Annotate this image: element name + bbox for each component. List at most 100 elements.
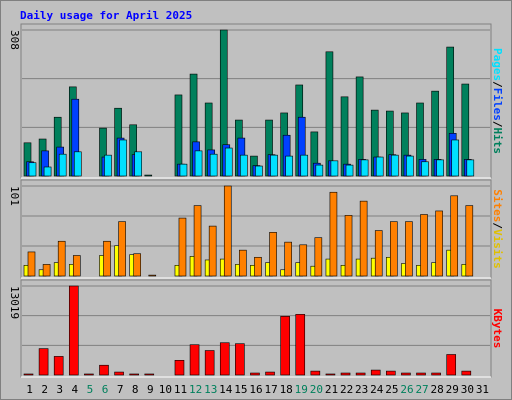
bar: [401, 372, 411, 376]
bar: [179, 163, 188, 177]
x-tick-label: 29: [446, 383, 459, 396]
bar: [325, 373, 336, 376]
bar: [421, 161, 429, 177]
x-tick-label: 20: [310, 383, 323, 396]
chart-title: Daily usage for April 2025: [20, 9, 192, 22]
bar: [405, 221, 413, 277]
bar: [360, 159, 369, 177]
bar: [431, 372, 441, 376]
bar: [300, 154, 309, 177]
x-tick-label: 6: [102, 383, 109, 396]
x-tick-label: 12: [189, 383, 202, 396]
bar: [284, 241, 292, 277]
bar: [450, 195, 459, 277]
bar: [370, 369, 381, 376]
legend-entry: Pages: [491, 48, 504, 81]
bar: [254, 256, 262, 277]
x-tick-label: 4: [72, 383, 79, 396]
bar: [239, 249, 247, 277]
bar: [446, 354, 457, 376]
x-tick-label: 10: [159, 383, 172, 396]
bar: [57, 240, 66, 277]
x-tick-label: 9: [147, 383, 154, 396]
bar: [174, 94, 183, 177]
bar: [265, 371, 275, 376]
bar: [235, 343, 245, 376]
bar: [204, 350, 215, 376]
bar: [344, 215, 353, 277]
legend-separator: /: [491, 121, 504, 128]
bar: [465, 205, 474, 277]
bar: [386, 370, 396, 376]
x-tick-label: 7: [117, 383, 124, 396]
x-tick-label: 26: [400, 383, 413, 396]
bar: [355, 372, 366, 376]
x-tick-label: 14: [219, 383, 233, 396]
bar: [119, 139, 127, 177]
bar: [416, 372, 426, 376]
bar: [42, 264, 51, 277]
bar: [314, 237, 323, 277]
bar: [310, 370, 321, 376]
y-tick-label: 13019: [8, 286, 21, 319]
bar: [295, 314, 306, 376]
bar: [375, 156, 384, 177]
bar: [103, 240, 111, 277]
bar: [28, 162, 37, 177]
x-tick-label: 25: [385, 383, 398, 396]
bar: [72, 255, 81, 277]
x-tick-label: 11: [174, 383, 187, 396]
legend-entry: Hits: [491, 128, 504, 155]
bar: [270, 154, 278, 177]
bar: [208, 225, 217, 277]
bar: [219, 342, 230, 376]
x-tick-label: 31: [476, 383, 489, 396]
bar: [133, 253, 141, 277]
bar: [144, 174, 153, 177]
bar: [420, 214, 428, 277]
bar: [285, 155, 293, 177]
bar: [223, 185, 232, 277]
bar: [53, 356, 64, 376]
legend: Pages/Files/Hits: [491, 48, 504, 154]
x-tick-label: 23: [355, 383, 368, 396]
y-tick-label: 101: [8, 186, 21, 206]
bar: [38, 348, 49, 376]
bar: [315, 164, 324, 177]
bar: [193, 205, 202, 277]
legend-entry: Visits: [491, 229, 504, 269]
bar: [189, 344, 200, 376]
bar: [435, 210, 443, 277]
bar: [299, 244, 308, 277]
x-tick-label: 19: [295, 383, 308, 396]
bar: [250, 372, 260, 376]
bar: [255, 165, 263, 177]
bar: [466, 159, 475, 177]
bar: [451, 139, 460, 177]
bar: [68, 285, 79, 376]
bar: [269, 232, 277, 277]
bar: [325, 51, 334, 177]
bar: [391, 154, 399, 177]
bar: [359, 200, 368, 277]
x-tick-label: 30: [461, 383, 474, 396]
bar: [27, 251, 36, 277]
bar: [374, 230, 383, 277]
x-tick-label: 21: [325, 383, 338, 396]
bar: [99, 364, 109, 376]
bar: [194, 150, 203, 177]
legend: KBytes: [491, 309, 504, 349]
bar: [390, 221, 398, 277]
x-tick-label: 16: [249, 383, 262, 396]
bar: [461, 370, 472, 376]
bar: [134, 151, 142, 177]
y-tick-label: 308: [8, 30, 21, 50]
x-tick-label: 17: [264, 383, 277, 396]
bar: [118, 221, 126, 277]
x-tick-label: 18: [280, 383, 293, 396]
bar: [340, 372, 351, 376]
x-tick-label: 27: [415, 383, 428, 396]
bar: [280, 316, 290, 376]
x-tick-label: 1: [26, 383, 33, 396]
